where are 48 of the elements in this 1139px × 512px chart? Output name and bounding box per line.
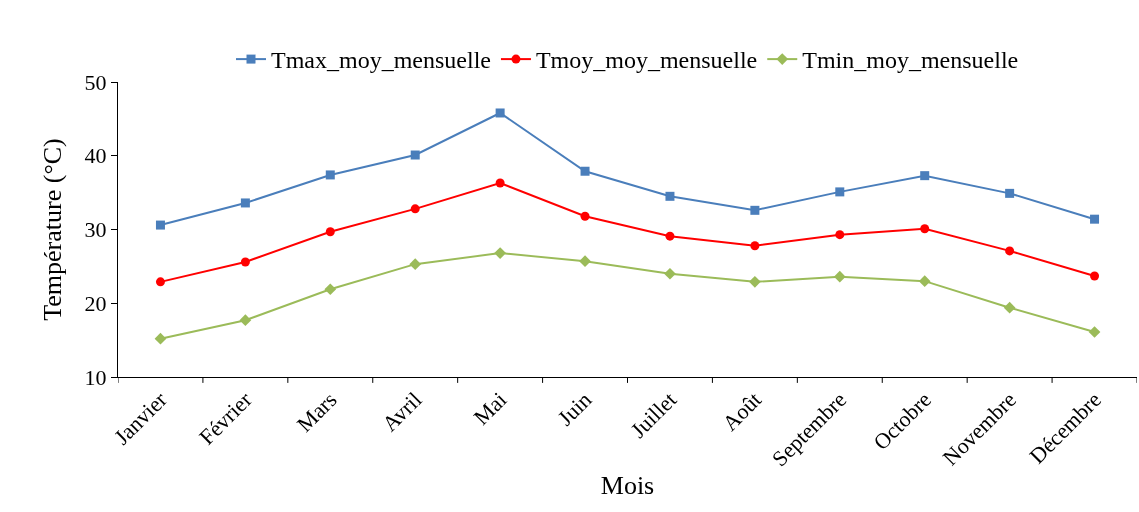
legend-label: Tmoy_moy_mensuelle xyxy=(535,47,758,74)
point xyxy=(155,220,165,230)
x-tick-label: Mai xyxy=(468,387,512,430)
legend-label: Tmin_moy_mensuelle xyxy=(802,47,1019,74)
point xyxy=(750,205,760,215)
point xyxy=(410,204,420,214)
point xyxy=(835,187,845,197)
legend-label: Tmax_moy_mensuelle xyxy=(271,47,491,74)
point xyxy=(1003,301,1016,314)
point xyxy=(1090,214,1100,224)
point xyxy=(154,332,167,345)
point xyxy=(494,247,506,259)
x-tick-label: Juin xyxy=(552,387,597,431)
point xyxy=(750,241,760,251)
point xyxy=(835,230,845,240)
point xyxy=(324,283,337,296)
point xyxy=(239,314,252,327)
point xyxy=(410,150,420,160)
point xyxy=(1090,271,1100,281)
point xyxy=(325,227,335,237)
point xyxy=(1005,246,1015,256)
y-tick-label: 10 xyxy=(84,364,107,390)
point xyxy=(833,270,846,283)
point xyxy=(240,198,250,208)
point xyxy=(918,275,931,287)
point xyxy=(920,171,930,181)
y-tick-label: 40 xyxy=(84,143,107,169)
point xyxy=(495,108,505,118)
point xyxy=(155,277,165,287)
y-tick-label: 50 xyxy=(84,69,107,95)
point xyxy=(920,224,930,234)
y-tick-label: 30 xyxy=(84,217,107,243)
point xyxy=(664,267,676,280)
point xyxy=(240,257,250,267)
point xyxy=(665,231,675,241)
y-tick-label: 20 xyxy=(84,290,107,316)
point xyxy=(580,166,590,176)
point xyxy=(325,170,335,180)
point xyxy=(1088,326,1101,338)
point xyxy=(580,211,590,221)
point xyxy=(409,258,422,271)
point xyxy=(749,276,761,288)
y-axis-title: Température (°C) xyxy=(38,138,67,321)
x-axis-title: Mois xyxy=(600,470,655,500)
point xyxy=(495,178,505,188)
point xyxy=(579,255,591,268)
point xyxy=(665,191,675,201)
point xyxy=(1005,188,1015,198)
